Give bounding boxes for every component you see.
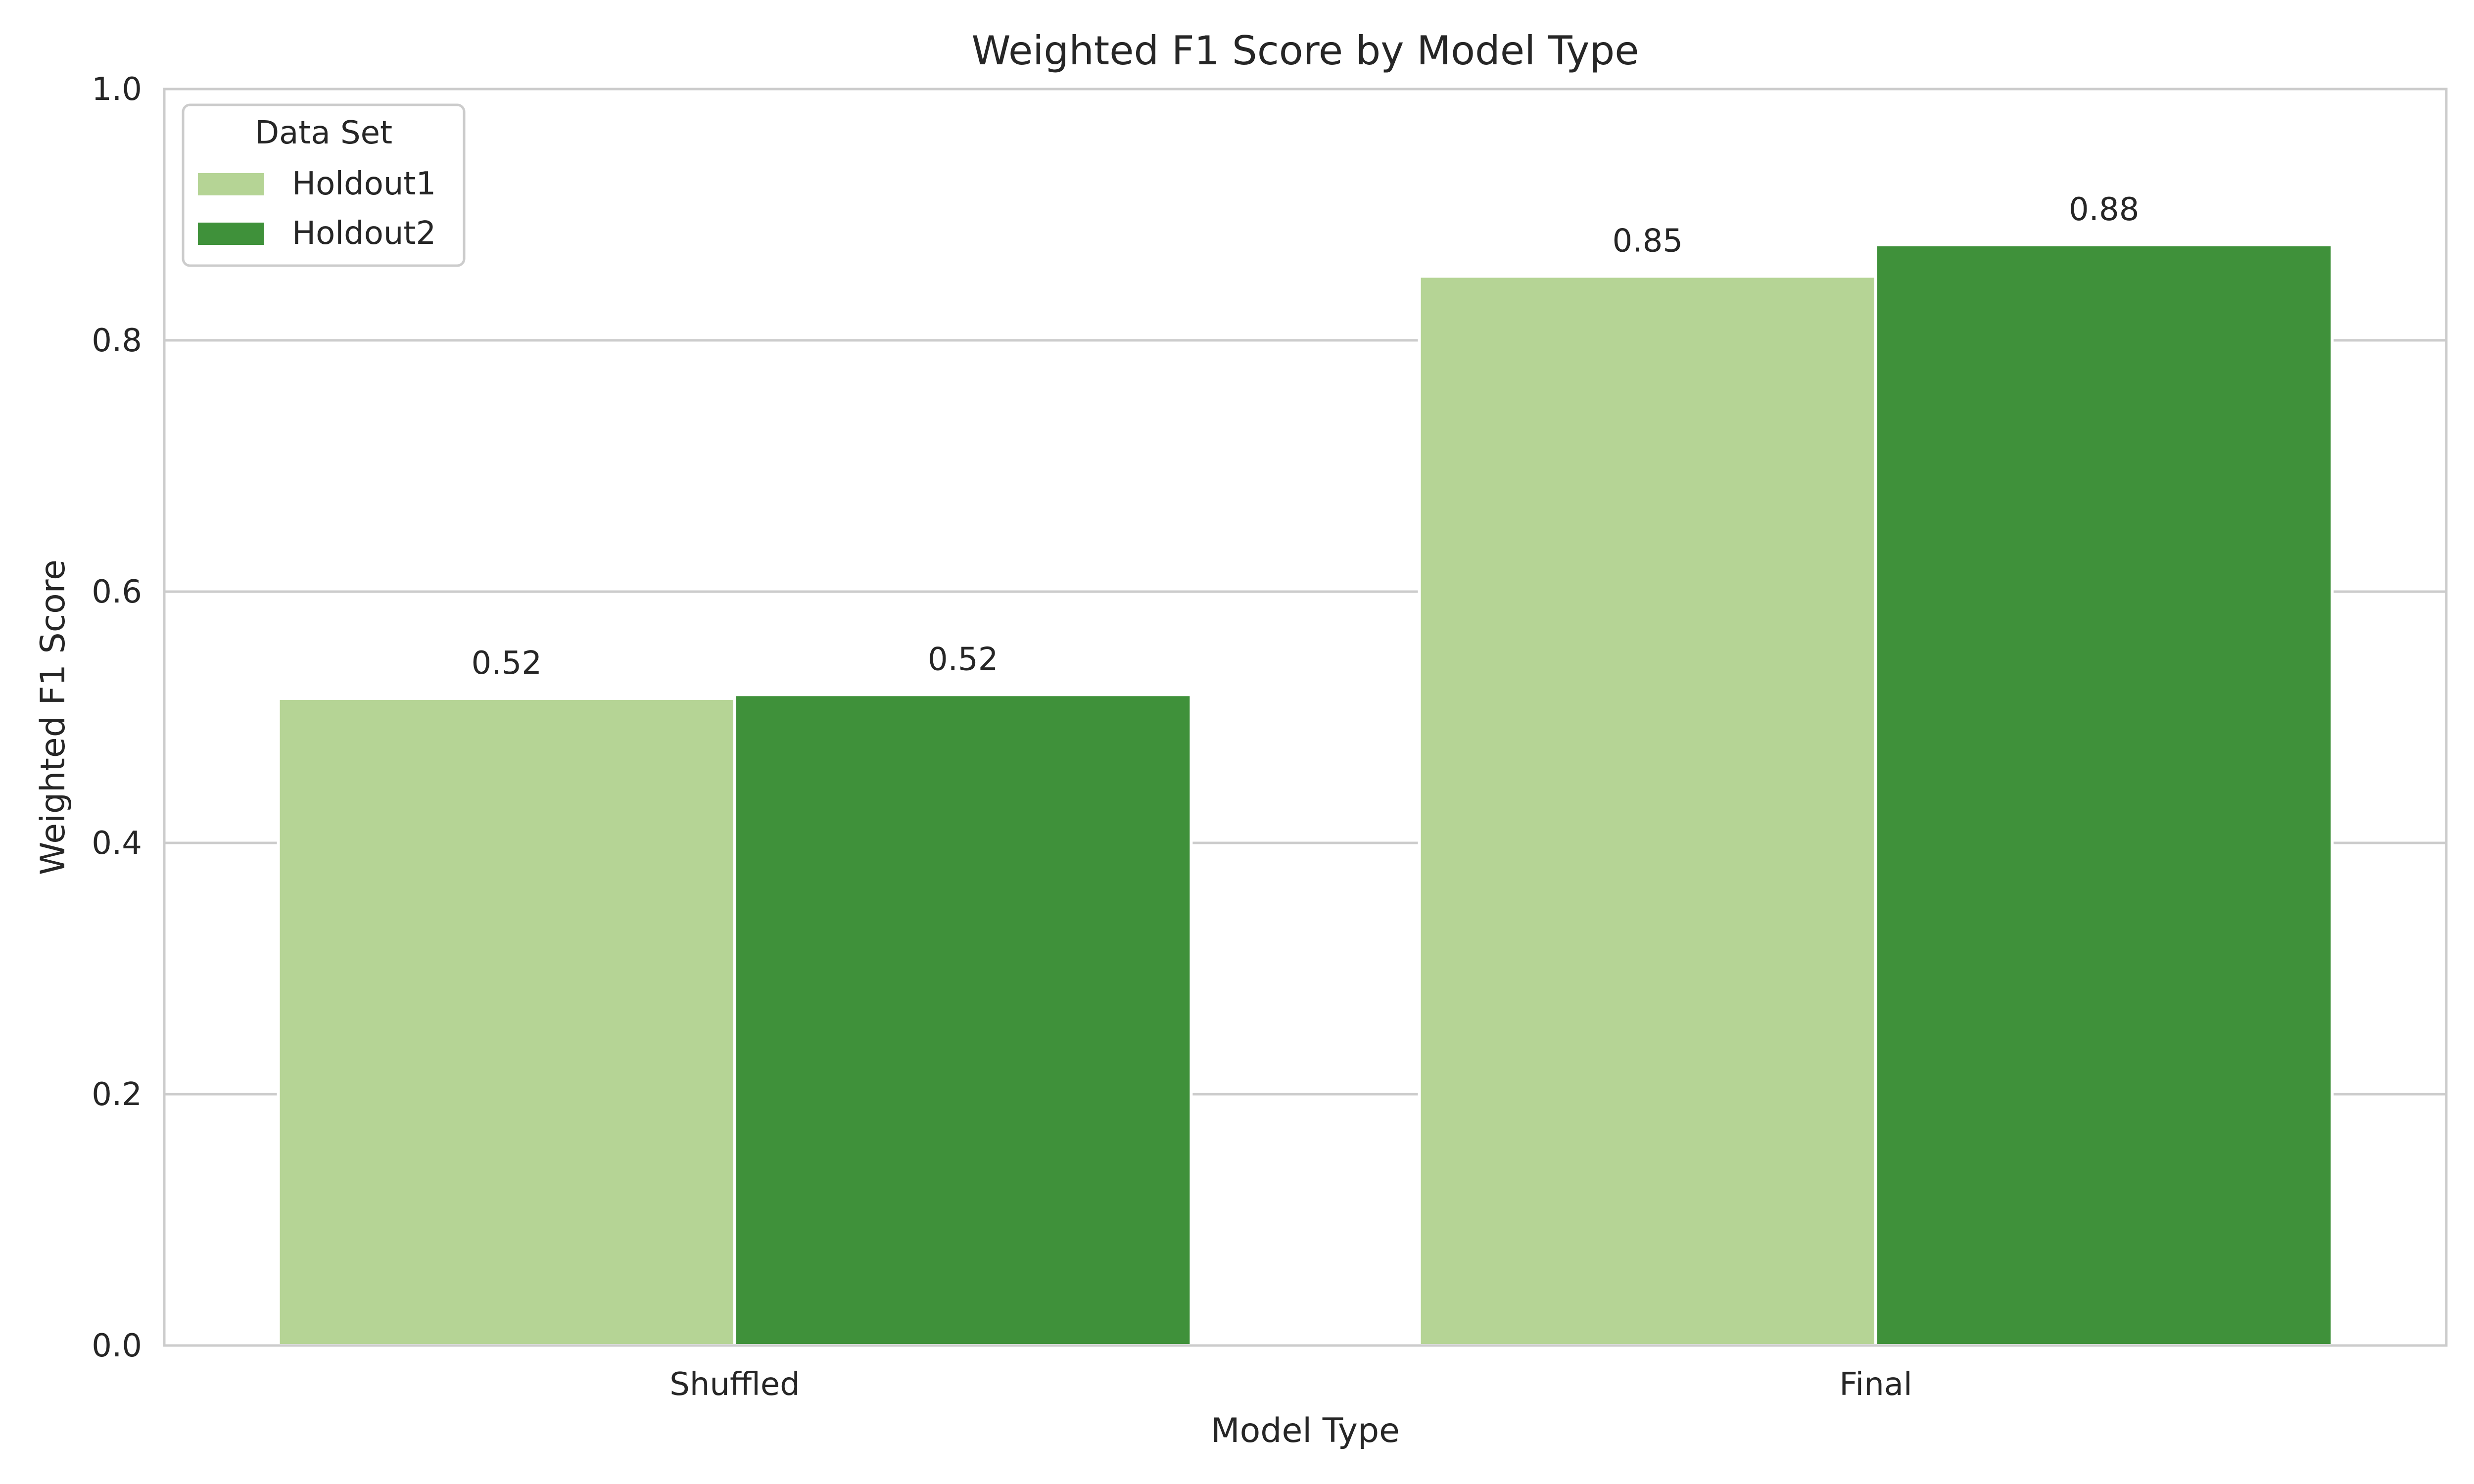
legend-title: Data Set — [255, 115, 392, 151]
x-tick-labels: Shuffled Final — [669, 1366, 1912, 1403]
y-tick-label: 0.2 — [92, 1076, 142, 1113]
legend-swatch-holdout2 — [198, 223, 264, 245]
x-tick-label: Final — [1839, 1366, 1912, 1403]
legend-label-holdout1: Holdout1 — [292, 166, 436, 202]
bar-holdout2-shuffled — [733, 693, 1193, 1347]
x-tick-label: Shuffled — [669, 1366, 800, 1403]
bar-holdout1-final — [1418, 275, 1878, 1347]
y-tick-label: 0.8 — [92, 323, 142, 359]
data-label: 0.52 — [472, 645, 542, 682]
plot-frame — [163, 88, 2448, 1347]
y-tick-labels: 0.0 0.2 0.4 0.6 0.8 1.0 — [92, 71, 142, 1364]
legend-label-holdout2: Holdout2 — [292, 215, 436, 252]
bars — [277, 243, 2334, 1347]
y-tick-label: 0.6 — [92, 574, 142, 610]
data-label: 0.85 — [1613, 223, 1683, 259]
data-label: 0.88 — [2069, 191, 2140, 228]
legend-swatch-holdout1 — [198, 173, 264, 195]
bar-holdout1-shuffled — [277, 696, 736, 1347]
data-label: 0.52 — [928, 641, 999, 678]
data-labels: 0.52 0.52 0.85 0.88 — [472, 191, 2140, 682]
bar-holdout2-final — [1874, 243, 2334, 1347]
y-tick-label: 0.0 — [92, 1328, 142, 1364]
chart-title: Weighted F1 Score by Model Type — [972, 28, 1639, 74]
legend: Data Set Holdout1 Holdout2 — [182, 103, 466, 267]
y-tick-label: 0.4 — [92, 825, 142, 862]
x-axis-label: Model Type — [1211, 1411, 1400, 1450]
y-axis-label: Weighted F1 Score — [34, 559, 73, 875]
y-tick-label: 1.0 — [92, 71, 142, 108]
